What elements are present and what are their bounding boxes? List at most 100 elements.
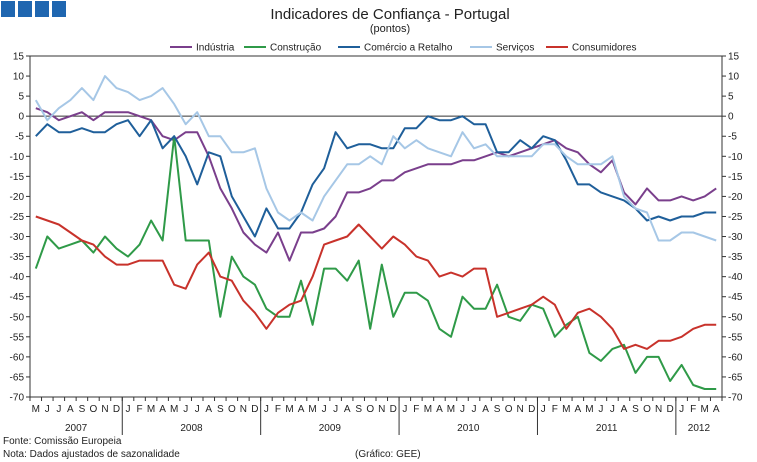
y-tick-label-right: -50 [728,312,743,323]
year-label: 2012 [688,423,711,434]
x-tick-label: M [585,404,593,415]
y-tick-label-right: -65 [728,372,743,383]
y-tick-label-left: -70 [10,393,25,404]
y-tick-label-left: 10 [13,72,25,83]
x-tick-label: D [251,404,258,415]
legend-label: Serviços [496,43,534,54]
y-tick-label-left: -15 [10,172,25,183]
x-tick-label: A [436,404,443,415]
y-tick-label-right: -30 [728,232,743,243]
header-logo [1,1,66,17]
x-tick-label: A [205,404,212,415]
x-tick-label: A [344,404,351,415]
legend-label: Consumidores [572,43,636,54]
y-tick-label-left: 0 [18,112,24,123]
x-tick-label: S [494,404,501,415]
legend-label: Indústria [196,43,235,54]
x-tick-label: D [528,404,535,415]
y-tick-label-left: 5 [18,92,24,103]
x-tick-label: J [183,404,188,415]
footer-credit: (Gráfico: GEE) [355,449,421,460]
x-tick-label: N [101,404,108,415]
chart-title: Indicadores de Confiança - Portugal [270,6,509,23]
x-tick-label: M [701,404,709,415]
series-line [35,107,717,262]
x-tick-label: J [610,404,615,415]
year-label: 2009 [319,423,342,434]
chart-subtitle: (pontos) [370,23,410,35]
y-tick-label-right: 0 [728,112,734,123]
x-tick-label: J [195,404,200,415]
year-label: 2007 [65,423,88,434]
x-tick-label: N [517,404,524,415]
x-tick-label: F [137,404,143,415]
y-tick-label-left: -25 [10,212,25,223]
x-tick-label: A [482,404,489,415]
x-tick-label: D [113,404,120,415]
year-label: 2011 [596,423,618,434]
y-tick-label-left: -35 [10,252,25,263]
y-tick-label-right: -40 [728,272,743,283]
footer-note: Nota: Dados ajustados de sazonalidade [3,449,180,460]
y-tick-label-left: -30 [10,232,25,243]
series-line [35,115,717,238]
x-tick-label: J [45,404,50,415]
x-tick-label: O [228,404,236,415]
x-tick-label: A [159,404,166,415]
y-tick-label-right: 5 [728,92,734,103]
footer-source: Fonte: Comissão Europeia [3,436,122,447]
x-tick-label: N [655,404,662,415]
y-tick-label-right: -10 [728,152,743,163]
series-line [34,135,717,390]
x-tick-label: J [679,404,684,415]
x-tick-label: S [355,404,362,415]
x-tick-label: J [264,404,269,415]
y-tick-label-right: -5 [728,132,737,143]
y-tick-label-right: -35 [728,252,743,263]
x-tick-label: F [552,404,558,415]
legend: Indústria Construção Comércio a Retalho Ser… [170,43,636,54]
y-tick-label-right: -45 [728,292,743,303]
y-tick-label-right: -55 [728,332,743,343]
plot-area: 15 15 10 10 5 5 0 0 -5 -5 -10 -10 -15 -15 -20 -20 -25 -25… [10,52,743,435]
x-tick-label: F [275,404,281,415]
x-tick-label: D [390,404,397,415]
y-tick-label-left: 15 [13,52,25,63]
x-tick-label: O [90,404,98,415]
x-tick-label: O [505,404,513,415]
x-tick-label: S [217,404,224,415]
x-tick-label: M [308,404,316,415]
x-tick-label: A [298,404,305,415]
x-tick-label: A [574,404,581,415]
x-tick-label: J [322,404,327,415]
x-tick-label: J [126,404,131,415]
x-tick-label: M [562,404,570,415]
y-tick-label-right: -20 [728,192,743,203]
x-tick-label: M [424,404,432,415]
year-label: 2010 [457,423,480,434]
y-tick-label-right: 10 [728,72,740,83]
x-tick-label: J [598,404,603,415]
x-tick-label: M [170,404,178,415]
series-line [35,215,717,350]
x-tick-label: O [643,404,651,415]
y-tick-label-left: -50 [10,312,25,323]
legend-label: Construção [270,43,322,54]
x-tick-label: A [67,404,74,415]
y-tick-label-left: -45 [10,292,25,303]
series-line [34,75,717,242]
x-tick-label: J [56,404,61,415]
y-tick-label-left: -10 [10,152,25,163]
legend-label: Comércio a Retalho [364,43,453,54]
x-tick-label: J [460,404,465,415]
x-tick-label: J [402,404,407,415]
y-tick-label-left: -60 [10,352,25,363]
x-tick-label: A [621,404,628,415]
y-tick-label-right: -25 [728,212,743,223]
x-tick-label: J [472,404,477,415]
x-tick-label: A [713,404,720,415]
x-tick-label: N [240,404,247,415]
x-tick-label: M [32,404,40,415]
x-tick-label: M [447,404,455,415]
